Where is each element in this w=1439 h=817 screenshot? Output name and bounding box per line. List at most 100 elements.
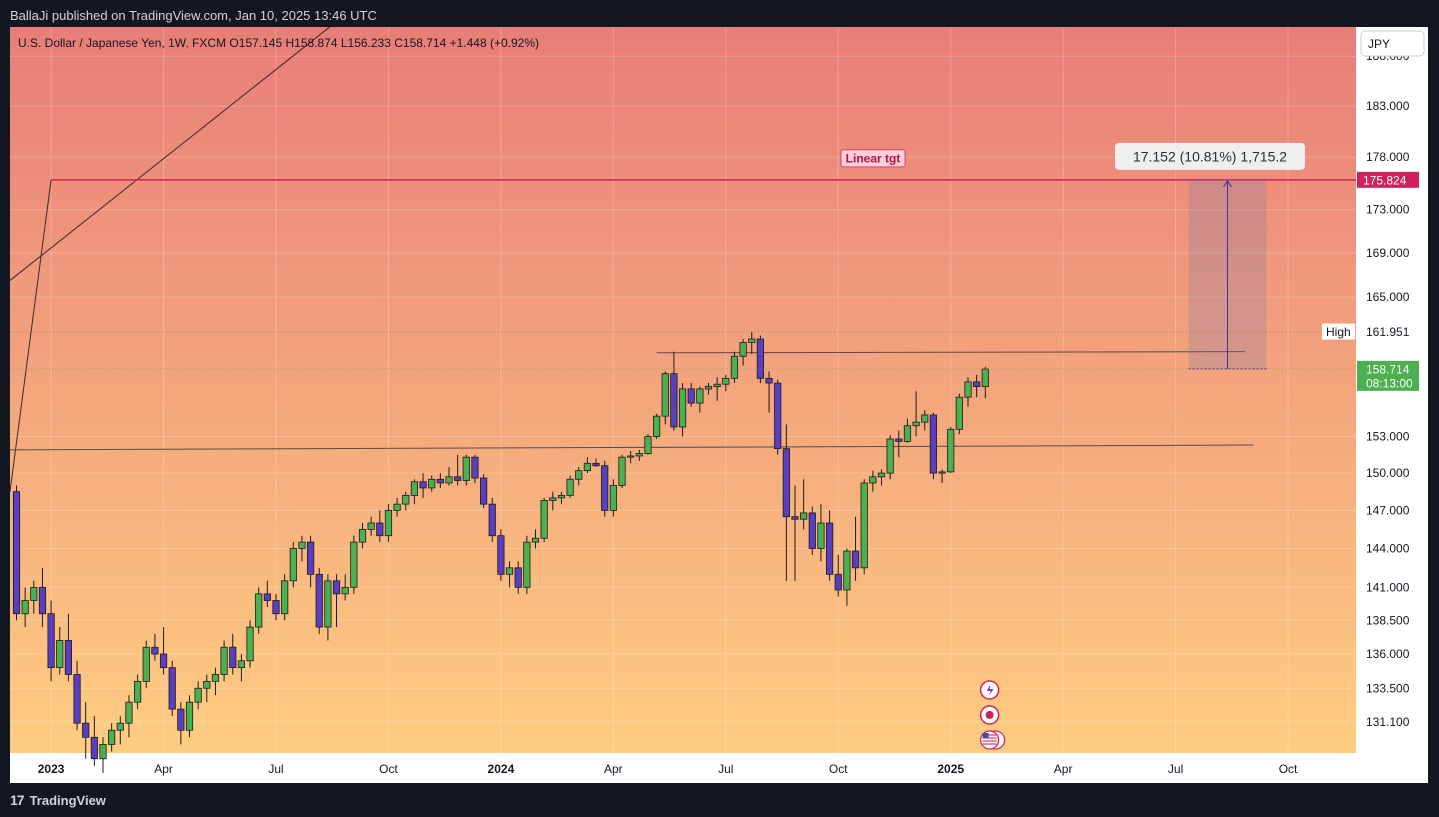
candle[interactable] — [393, 497, 401, 517]
candle[interactable] — [255, 587, 263, 634]
candle[interactable] — [782, 424, 790, 581]
candle[interactable] — [592, 458, 600, 467]
candle[interactable] — [177, 702, 185, 745]
candle[interactable] — [194, 681, 202, 710]
candle[interactable] — [627, 451, 635, 464]
candlestick-chart[interactable]: Linear tgt 175.824 High 161.951 158.71408:13… — [10, 27, 1428, 783]
candle[interactable] — [774, 379, 782, 455]
candle[interactable] — [350, 535, 358, 594]
candle[interactable] — [56, 627, 64, 675]
candle[interactable] — [696, 386, 704, 413]
candle[interactable] — [800, 479, 808, 530]
candle[interactable] — [125, 695, 133, 738]
candle[interactable] — [618, 454, 626, 488]
candle[interactable] — [540, 497, 548, 543]
candle[interactable] — [12, 485, 21, 621]
candle[interactable] — [419, 473, 427, 498]
candle[interactable] — [609, 479, 617, 517]
candle[interactable] — [402, 491, 410, 511]
candle[interactable] — [687, 383, 695, 407]
candle[interactable] — [116, 716, 124, 745]
candle[interactable] — [739, 339, 747, 366]
candle[interactable] — [324, 574, 332, 641]
candle[interactable] — [306, 535, 315, 588]
candle[interactable] — [445, 466, 453, 486]
candle[interactable] — [185, 695, 194, 738]
candle[interactable] — [514, 561, 522, 594]
candle[interactable] — [384, 504, 393, 543]
candle[interactable] — [410, 479, 419, 505]
candle[interactable] — [332, 574, 341, 628]
candle[interactable] — [929, 412, 938, 480]
candle[interactable] — [281, 574, 289, 621]
candle[interactable] — [315, 567, 323, 634]
candle[interactable] — [479, 474, 488, 508]
candle[interactable] — [964, 377, 972, 407]
candle[interactable] — [583, 457, 592, 474]
candle[interactable] — [229, 633, 237, 675]
measure-tool[interactable]: 17.152 (10.81%) 1,715.2 — [1115, 142, 1305, 370]
candle[interactable] — [877, 469, 886, 486]
trendline-left[interactable] — [10, 179, 52, 492]
candle[interactable] — [791, 485, 799, 581]
candle[interactable] — [263, 580, 271, 608]
candle[interactable] — [462, 454, 470, 486]
candle[interactable] — [211, 667, 220, 696]
candle[interactable] — [73, 660, 81, 731]
candle[interactable] — [653, 413, 661, 439]
candle[interactable] — [99, 737, 107, 774]
candle[interactable] — [523, 535, 531, 594]
candle[interactable] — [644, 434, 652, 455]
candle[interactable] — [748, 332, 756, 354]
candle[interactable] — [341, 574, 349, 601]
candle[interactable] — [713, 377, 721, 401]
candle[interactable] — [575, 466, 583, 486]
candle[interactable] — [808, 506, 816, 555]
candle[interactable] — [454, 454, 462, 486]
candle[interactable] — [678, 383, 687, 437]
candle[interactable] — [134, 674, 142, 710]
candle[interactable] — [82, 702, 90, 759]
chart-frame[interactable]: Linear tgt 175.824 High 161.951 158.714 08:13… — [10, 27, 1428, 783]
candle[interactable] — [886, 435, 894, 480]
candle[interactable] — [722, 374, 730, 392]
candle[interactable] — [428, 475, 436, 492]
candle[interactable] — [557, 491, 566, 505]
candle[interactable] — [869, 470, 877, 492]
candle[interactable] — [834, 554, 842, 597]
candle[interactable] — [549, 491, 557, 511]
candle[interactable] — [64, 613, 73, 682]
candle[interactable] — [151, 633, 159, 661]
candle[interactable] — [30, 580, 38, 614]
candle[interactable] — [635, 449, 643, 461]
candle[interactable] — [938, 469, 946, 483]
candle[interactable] — [765, 371, 773, 413]
currency-button[interactable]: JPY — [1360, 30, 1425, 57]
candle[interactable] — [367, 516, 375, 536]
candle[interactable] — [358, 523, 367, 549]
candle[interactable] — [903, 418, 912, 443]
candle[interactable] — [670, 351, 678, 431]
candle[interactable] — [912, 391, 920, 437]
candle[interactable] — [531, 529, 540, 549]
candle[interactable] — [817, 504, 825, 562]
candle[interactable] — [246, 620, 254, 668]
candle[interactable] — [497, 529, 505, 581]
candle[interactable] — [860, 479, 868, 575]
candle[interactable] — [47, 600, 55, 682]
candle[interactable] — [601, 460, 609, 517]
candle[interactable] — [220, 640, 228, 682]
candle[interactable] — [566, 475, 574, 498]
candle[interactable] — [851, 516, 860, 581]
candle[interactable] — [826, 510, 834, 581]
candle[interactable] — [142, 640, 150, 689]
candle[interactable] — [376, 510, 384, 543]
candle[interactable] — [947, 426, 955, 474]
candle[interactable] — [203, 674, 211, 703]
candle[interactable] — [90, 716, 98, 766]
candle[interactable] — [730, 351, 739, 384]
candle[interactable] — [471, 454, 479, 483]
candle[interactable] — [159, 627, 168, 675]
candle[interactable] — [843, 548, 851, 606]
support-line[interactable] — [10, 444, 1254, 451]
